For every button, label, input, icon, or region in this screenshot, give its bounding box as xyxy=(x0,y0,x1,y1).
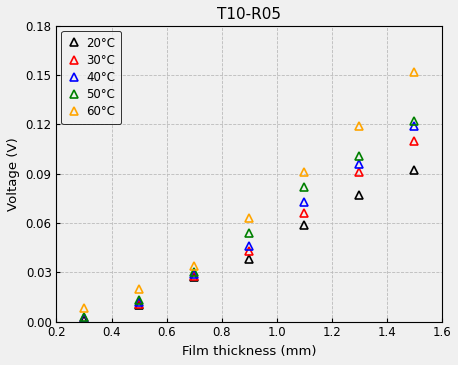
40°C xyxy=(246,244,252,248)
Line: 60°C: 60°C xyxy=(80,68,418,313)
20°C xyxy=(411,168,417,173)
40°C xyxy=(191,272,197,276)
60°C xyxy=(356,124,362,128)
40°C xyxy=(356,162,362,166)
50°C xyxy=(356,154,362,158)
Legend: 20°C, 30°C, 40°C, 50°C, 60°C: 20°C, 30°C, 40°C, 50°C, 60°C xyxy=(61,31,121,124)
50°C xyxy=(81,315,87,319)
30°C xyxy=(411,139,417,143)
Title: T10-R05: T10-R05 xyxy=(217,7,281,22)
30°C xyxy=(136,301,142,306)
60°C xyxy=(191,264,197,268)
40°C xyxy=(136,300,142,304)
60°C xyxy=(136,287,142,291)
50°C xyxy=(411,119,417,123)
40°C xyxy=(411,124,417,128)
30°C xyxy=(301,211,307,215)
20°C xyxy=(246,257,252,261)
20°C xyxy=(81,318,87,322)
Y-axis label: Voltage (V): Voltage (V) xyxy=(7,137,20,211)
50°C xyxy=(136,298,142,303)
60°C xyxy=(81,306,87,311)
Line: 20°C: 20°C xyxy=(80,166,418,324)
30°C xyxy=(356,170,362,174)
Line: 50°C: 50°C xyxy=(80,117,418,321)
40°C xyxy=(81,316,87,320)
50°C xyxy=(246,231,252,235)
50°C xyxy=(301,185,307,189)
X-axis label: Film thickness (mm): Film thickness (mm) xyxy=(182,345,316,358)
30°C xyxy=(81,316,87,320)
30°C xyxy=(191,273,197,278)
Line: 30°C: 30°C xyxy=(80,137,418,323)
Line: 40°C: 40°C xyxy=(80,122,418,323)
50°C xyxy=(191,270,197,274)
30°C xyxy=(246,249,252,253)
40°C xyxy=(301,200,307,204)
20°C xyxy=(136,303,142,307)
60°C xyxy=(246,216,252,220)
60°C xyxy=(411,70,417,74)
60°C xyxy=(301,170,307,174)
20°C xyxy=(301,223,307,227)
20°C xyxy=(191,275,197,280)
20°C xyxy=(356,193,362,197)
